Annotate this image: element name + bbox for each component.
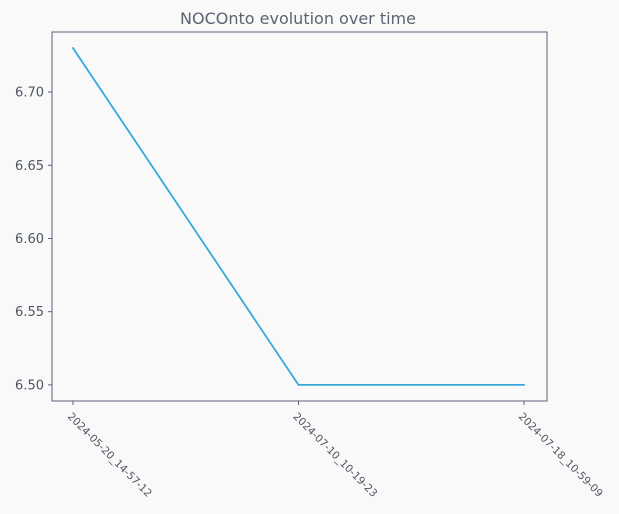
y-tick-label: 6.50 — [15, 378, 44, 393]
plot-area — [51, 31, 548, 402]
data-point — [523, 383, 525, 386]
chart-title: NOCOnto evolution over time — [180, 9, 416, 28]
y-tick-label: 6.65 — [15, 159, 44, 174]
y-tick-label: 6.60 — [15, 232, 44, 247]
data-point — [297, 383, 300, 386]
x-tick-label: 2024-07-10_10-19-23 — [290, 411, 379, 500]
data-point — [72, 47, 74, 50]
y-tick-label: 6.70 — [15, 86, 44, 101]
y-tick-label: 6.55 — [15, 305, 44, 320]
y-axis: 6.50 6.55 6.60 6.65 6.70 — [15, 86, 52, 393]
x-tick-label: 2024-07-18_10-59-09 — [516, 411, 605, 500]
x-tick-label: 2024-05-20_14-57-12 — [65, 411, 154, 500]
x-axis: 2024-05-20_14-57-12 2024-07-10_10-19-23 20… — [65, 401, 605, 500]
series-layer — [72, 47, 525, 386]
